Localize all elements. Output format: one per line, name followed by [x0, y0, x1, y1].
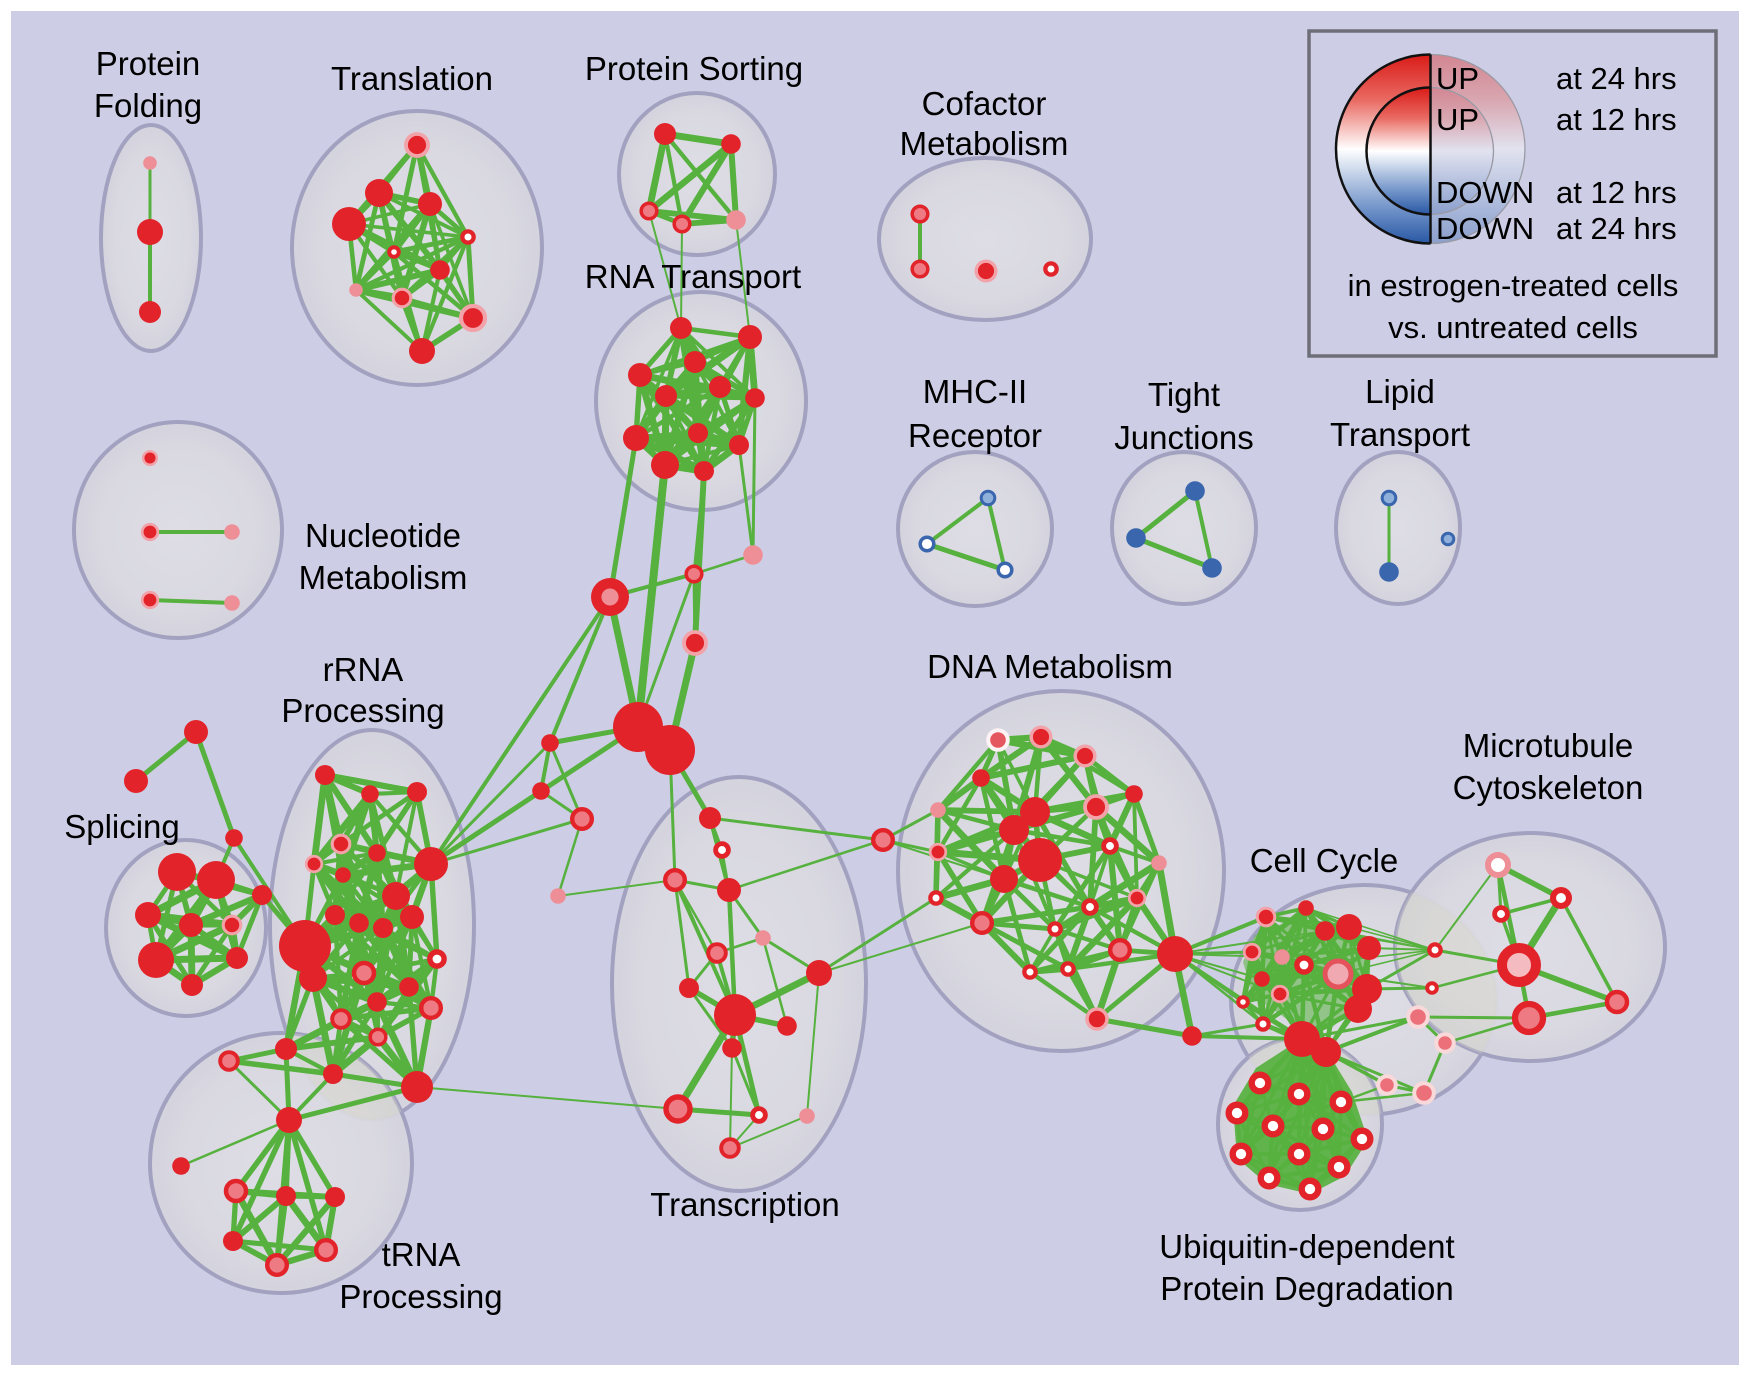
svg-text:Splicing: Splicing: [64, 808, 180, 845]
svg-text:in estrogen-treated cells: in estrogen-treated cells: [1348, 268, 1679, 303]
svg-text:tRNA: tRNA: [382, 1236, 461, 1273]
svg-text:Cytoskeleton: Cytoskeleton: [1453, 769, 1644, 806]
svg-text:MHC-II: MHC-II: [923, 373, 1027, 410]
svg-text:Processing: Processing: [339, 1278, 502, 1315]
svg-text:Ubiquitin-dependent: Ubiquitin-dependent: [1159, 1228, 1454, 1265]
svg-text:DNA Metabolism: DNA Metabolism: [927, 648, 1173, 685]
svg-text:Metabolism: Metabolism: [299, 559, 468, 596]
svg-text:UP: UP: [1436, 61, 1479, 96]
svg-text:RNA Transport: RNA Transport: [585, 258, 801, 295]
svg-text:at 24 hrs: at 24 hrs: [1556, 211, 1677, 246]
svg-text:Protein: Protein: [96, 45, 201, 82]
svg-text:rRNA: rRNA: [323, 651, 404, 688]
svg-text:Transcription: Transcription: [650, 1186, 840, 1223]
svg-text:at 12 hrs: at 12 hrs: [1556, 175, 1677, 210]
svg-text:Cell Cycle: Cell Cycle: [1250, 842, 1399, 879]
svg-text:Processing: Processing: [281, 692, 444, 729]
svg-text:Protein Degradation: Protein Degradation: [1160, 1270, 1454, 1307]
svg-text:Translation: Translation: [331, 60, 493, 97]
svg-text:vs. untreated cells: vs. untreated cells: [1388, 310, 1638, 345]
svg-text:at 12 hrs: at 12 hrs: [1556, 102, 1677, 137]
svg-text:Microtubule: Microtubule: [1463, 727, 1634, 764]
svg-text:Junctions: Junctions: [1114, 419, 1253, 456]
svg-text:Protein Sorting: Protein Sorting: [585, 50, 803, 87]
svg-text:DOWN: DOWN: [1436, 175, 1534, 210]
svg-text:DOWN: DOWN: [1436, 211, 1534, 246]
svg-text:at 24 hrs: at 24 hrs: [1556, 61, 1677, 96]
svg-text:UP: UP: [1436, 102, 1479, 137]
svg-text:Metabolism: Metabolism: [900, 125, 1069, 162]
svg-text:Nucleotide: Nucleotide: [305, 517, 461, 554]
svg-text:Cofactor: Cofactor: [922, 85, 1047, 122]
svg-text:Transport: Transport: [1330, 416, 1470, 453]
svg-text:Receptor: Receptor: [908, 417, 1042, 454]
svg-text:Tight: Tight: [1148, 376, 1220, 413]
svg-text:Lipid: Lipid: [1365, 373, 1435, 410]
svg-text:Folding: Folding: [94, 87, 202, 124]
